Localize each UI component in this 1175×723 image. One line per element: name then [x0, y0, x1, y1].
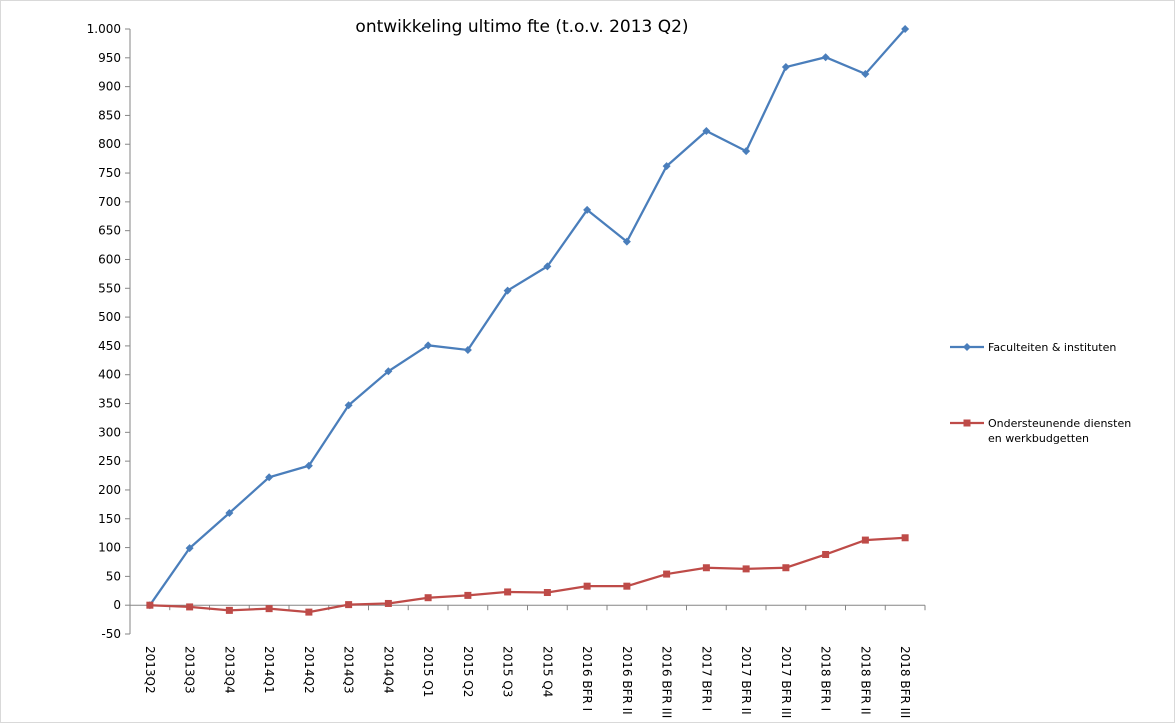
x-tick-label: 2015 Q1 — [421, 646, 435, 697]
point-marker — [583, 205, 592, 214]
x-tick-label: 2015 Q3 — [501, 646, 515, 697]
y-tick-label: 100 — [98, 541, 121, 555]
point-marker — [782, 564, 790, 572]
x-tick-label: 2017 BFR I — [699, 646, 713, 711]
chart-title: ontwikkeling ultimo fte (t.o.v. 2013 Q2) — [355, 17, 688, 37]
point-marker — [503, 286, 512, 295]
point-marker — [821, 53, 830, 62]
point-marker — [146, 601, 154, 609]
legend-symbol — [950, 419, 984, 427]
x-tick-label: 2016 BFR I — [580, 646, 594, 711]
point-marker — [901, 25, 910, 33]
x-tick-label: 2014Q4 — [381, 646, 395, 694]
point-marker — [265, 605, 273, 613]
point-marker — [225, 509, 234, 517]
legend-item: Faculteiten & instituten — [948, 340, 1138, 355]
y-tick-label: 900 — [98, 80, 121, 94]
point-marker — [185, 544, 194, 553]
series-line — [149, 536, 906, 614]
legend-item: Ondersteunende diensten en werkbudgetten — [948, 416, 1138, 446]
point-marker — [384, 599, 392, 607]
x-tick-label: 2015 Q4 — [540, 646, 554, 697]
point-marker — [822, 550, 830, 558]
point-marker — [504, 588, 512, 596]
y-tick-label: 700 — [98, 195, 121, 209]
x-tick-label: 2013Q3 — [183, 646, 197, 694]
y-tick-label: 300 — [98, 425, 121, 439]
point-marker — [345, 601, 353, 609]
point-marker — [702, 564, 710, 572]
point-marker — [622, 237, 631, 246]
x-tick-label: 2013Q2 — [143, 646, 157, 694]
x-tick-label: 2018 BFR III — [898, 646, 912, 718]
y-tick-label: 950 — [98, 51, 121, 65]
point-marker — [424, 341, 433, 350]
point-marker — [583, 582, 591, 590]
point-marker — [344, 401, 353, 410]
y-tick-label: 350 — [98, 397, 121, 411]
x-tick-label: 2015 Q2 — [461, 646, 475, 697]
point-marker — [742, 147, 751, 156]
point-marker — [781, 63, 790, 72]
legend-symbol — [950, 343, 984, 351]
point-marker — [463, 345, 472, 354]
point-marker — [424, 594, 432, 602]
point-marker — [623, 582, 631, 590]
x-tick-label: 2017 BFR III — [779, 646, 793, 718]
x-tick-label: 2018 BFR II — [858, 646, 872, 715]
point-marker — [464, 591, 472, 599]
x-tick-label: 2014Q3 — [342, 646, 356, 694]
point-marker — [186, 603, 194, 611]
legend-label: Faculteiten & instituten — [988, 341, 1117, 354]
y-tick-label: 600 — [98, 252, 121, 266]
point-marker — [663, 570, 671, 578]
y-tick-label: 850 — [98, 108, 121, 122]
x-tick-label: 2016 BFR II — [620, 646, 634, 715]
legend-label: Ondersteunende diensten en werkbudgetten — [988, 417, 1132, 445]
point-marker — [384, 367, 393, 376]
x-tick-label: 2014Q2 — [302, 646, 316, 694]
y-tick-label: 800 — [98, 137, 121, 151]
point-marker — [265, 473, 274, 482]
y-tick-label: 50 — [106, 569, 121, 583]
y-tick-label: 200 — [98, 483, 121, 497]
y-tick-label: 250 — [98, 454, 121, 468]
x-tick-label: 2018 BFR I — [819, 646, 833, 711]
x-tick-label: 2016 BFR III — [660, 646, 674, 718]
point-marker — [861, 69, 870, 78]
y-tick-label: 1.000 — [87, 22, 121, 36]
y-tick-label: 400 — [98, 368, 121, 382]
x-tick-label: 2013Q4 — [222, 646, 236, 694]
y-tick-label: 150 — [98, 512, 121, 526]
series-line — [148, 28, 906, 606]
point-marker — [861, 536, 869, 544]
point-marker — [901, 534, 909, 542]
y-tick-label: 750 — [98, 166, 121, 180]
point-marker — [225, 606, 233, 614]
x-tick-label: 2017 BFR II — [739, 646, 753, 715]
point-marker — [543, 262, 552, 271]
y-tick-label: 500 — [98, 310, 121, 324]
y-tick-label: 0 — [113, 598, 121, 612]
point-marker — [304, 461, 313, 470]
point-marker — [702, 126, 711, 135]
y-tick-label: -50 — [101, 627, 121, 641]
y-tick-label: 650 — [98, 224, 121, 238]
point-marker — [662, 162, 671, 171]
y-tick-label: 550 — [98, 281, 121, 295]
point-marker — [742, 565, 750, 573]
y-tick-label: 450 — [98, 339, 121, 353]
point-marker — [305, 608, 313, 616]
x-tick-label: 2014Q1 — [262, 646, 276, 694]
point-marker — [543, 589, 551, 597]
